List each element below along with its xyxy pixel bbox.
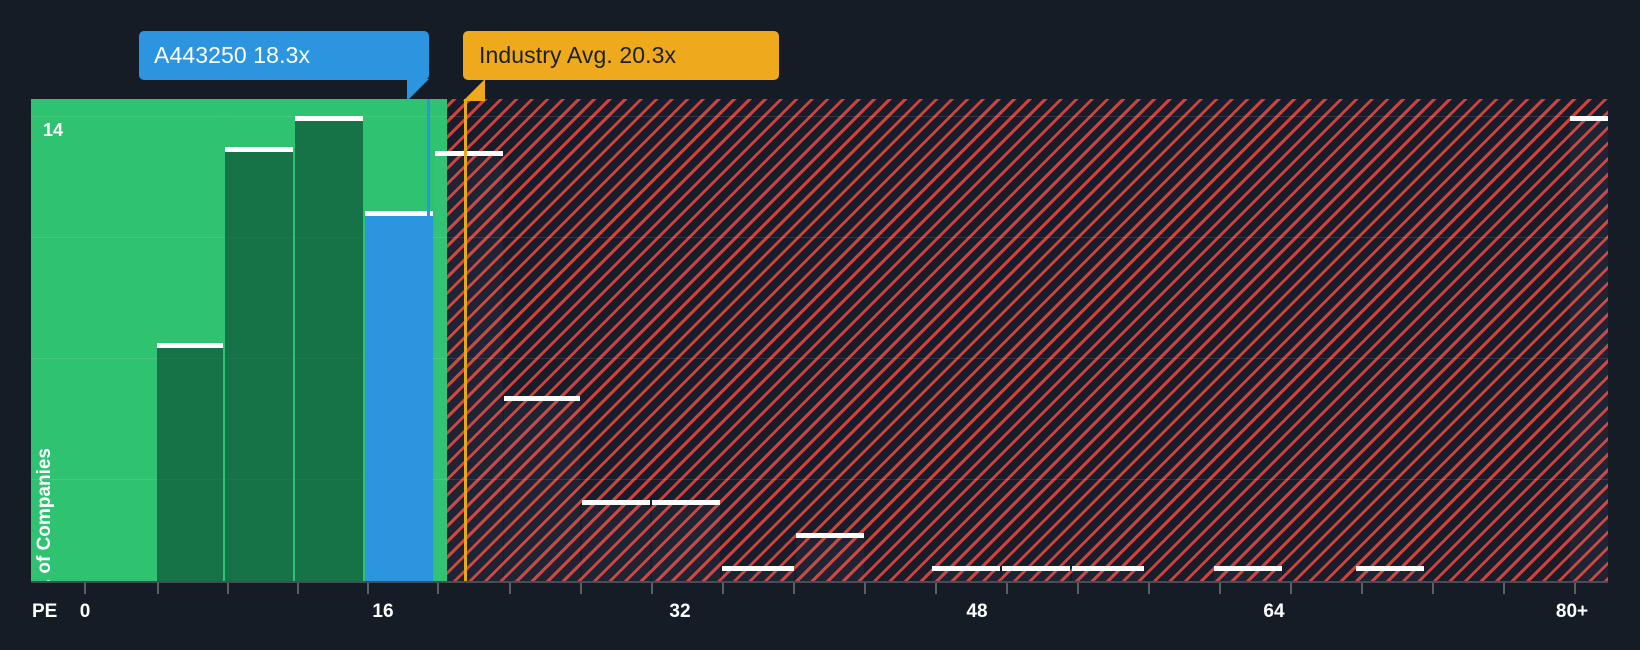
company-marker-line xyxy=(427,99,430,581)
x-axis-tick xyxy=(1361,583,1363,594)
bar-cap xyxy=(504,396,580,401)
bar-cap xyxy=(932,566,1000,571)
x-axis-tick xyxy=(580,583,582,594)
x-axis-tick xyxy=(1219,583,1221,594)
callout-tail xyxy=(463,79,485,101)
x-axis-tick xyxy=(437,583,439,594)
company-callout[interactable]: A443250 18.3x xyxy=(139,31,429,101)
industry-callout-label: Industry Avg. 20.3x xyxy=(479,42,677,68)
industry-callout[interactable]: Industry Avg. 20.3x xyxy=(463,31,779,101)
plot-area: 14 No. of Companies xyxy=(31,99,1608,581)
x-axis-tick-label: 16 xyxy=(372,601,394,622)
overvalued-band xyxy=(447,99,1608,581)
bar-separator xyxy=(293,99,295,581)
x-axis-line xyxy=(31,581,1608,583)
bar-cap xyxy=(1356,566,1424,571)
bar-cap xyxy=(1002,566,1070,571)
industry-marker-line xyxy=(464,99,467,581)
bar-cap xyxy=(1214,566,1282,571)
histogram-bar[interactable] xyxy=(582,500,650,581)
bar-cap xyxy=(1072,566,1144,571)
histogram-bar[interactable] xyxy=(796,533,864,581)
bar-cap xyxy=(365,211,433,216)
x-axis-tick xyxy=(1432,583,1434,594)
x-axis-tick xyxy=(157,583,159,594)
histogram-bar[interactable] xyxy=(1072,566,1144,581)
histogram-bar[interactable] xyxy=(435,151,503,581)
bar-cap xyxy=(1570,116,1608,121)
bar-separator xyxy=(363,99,365,581)
x-axis-tick xyxy=(1148,583,1150,594)
bar-cap xyxy=(157,343,223,348)
y-axis-title: No. of Companies xyxy=(34,448,55,581)
histogram-bar[interactable] xyxy=(1214,566,1282,581)
x-axis-title: PE xyxy=(32,601,58,622)
histogram-bar[interactable] xyxy=(1570,116,1608,581)
histogram-bar[interactable] xyxy=(504,396,580,581)
x-axis-tick xyxy=(1290,583,1292,594)
x-axis-tick xyxy=(793,583,795,594)
x-axis-tick xyxy=(1503,583,1505,594)
histogram-bar[interactable] xyxy=(157,343,223,581)
company-bar[interactable] xyxy=(365,211,433,581)
x-axis-tick xyxy=(864,583,866,594)
histogram-bar[interactable] xyxy=(295,116,363,581)
bar-cap xyxy=(582,500,650,505)
x-axis-tick-label: 32 xyxy=(669,601,691,622)
x-axis-tick xyxy=(1077,583,1079,594)
x-axis-tick xyxy=(722,583,724,594)
x-axis-tick xyxy=(935,583,937,594)
x-axis-tick xyxy=(227,583,229,594)
x-axis-tick xyxy=(651,583,653,594)
x-axis-tick xyxy=(1006,583,1008,594)
bar-cap xyxy=(652,500,720,505)
bar-cap xyxy=(225,147,293,152)
x-axis-tick xyxy=(509,583,511,594)
histogram-bar[interactable] xyxy=(225,147,293,581)
company-callout-label: A443250 18.3x xyxy=(154,42,311,68)
histogram-bar[interactable] xyxy=(652,500,720,581)
x-axis-tick xyxy=(367,583,369,594)
histogram-bar[interactable] xyxy=(722,566,794,581)
x-axis-tick xyxy=(297,583,299,594)
callout-tail xyxy=(407,79,429,101)
y-axis-max-label: 14 xyxy=(43,120,64,140)
bar-cap xyxy=(722,566,794,571)
x-axis-tick-label: 64 xyxy=(1263,601,1285,622)
histogram-bar[interactable] xyxy=(1356,566,1424,581)
x-axis-tick xyxy=(1574,583,1576,594)
bar-cap xyxy=(295,116,363,121)
bar-separator xyxy=(223,99,225,581)
x-axis-tick-label: 48 xyxy=(966,601,988,622)
histogram-bar[interactable] xyxy=(932,566,1000,581)
histogram-bar[interactable] xyxy=(1002,566,1070,581)
bar-cap xyxy=(435,151,503,156)
x-axis-tick-label: 0 xyxy=(79,601,91,622)
bar-cap xyxy=(796,533,864,538)
x-axis-tick xyxy=(84,583,86,594)
x-axis-tick-label: 80+ xyxy=(1555,601,1589,622)
